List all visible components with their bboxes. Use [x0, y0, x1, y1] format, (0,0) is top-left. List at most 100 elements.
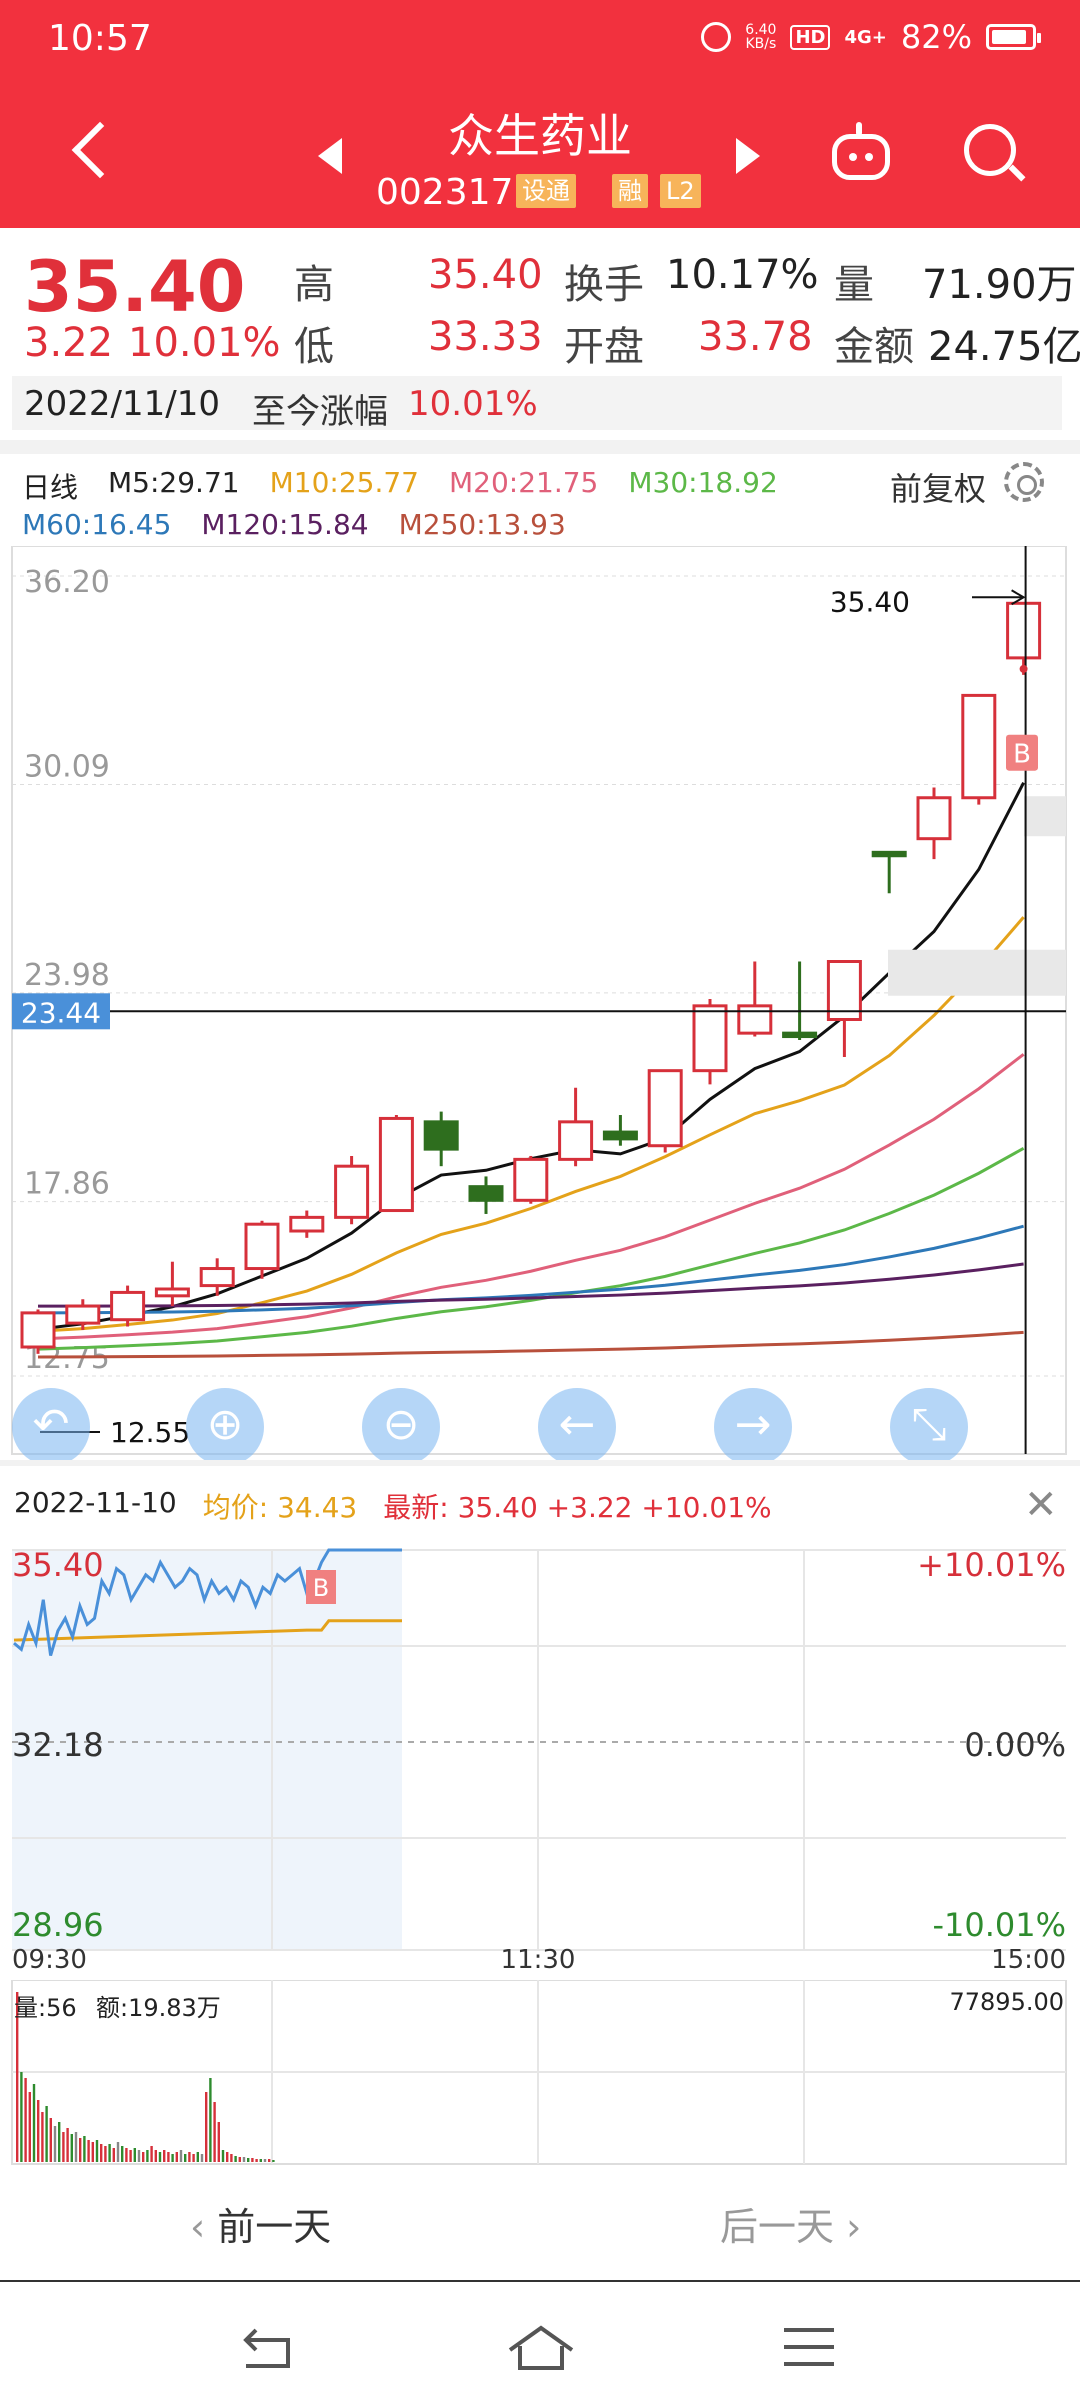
price-change: 3.22 [24, 320, 114, 366]
volume-bars [16, 1992, 275, 2162]
volume-bar [137, 2150, 141, 2162]
volume-bar [91, 2142, 94, 2162]
volume-bar [179, 2150, 183, 2162]
latest-change: +3.22 [546, 1491, 633, 1524]
candle-body [423, 1120, 459, 1151]
volume-bar [259, 2159, 262, 2162]
nav-back-icon[interactable] [234, 2322, 304, 2372]
tag-l2: L2 [660, 174, 701, 208]
candle-body [334, 1164, 370, 1219]
volume-bar [238, 2157, 241, 2162]
scroll-left-button[interactable]: ← [538, 1388, 616, 1466]
expand-button[interactable]: ⤡ [890, 1388, 968, 1466]
max-price-label: 35.40 [830, 585, 910, 618]
volume-bar [175, 2152, 178, 2162]
volume-bar [28, 2092, 31, 2162]
ma-row-1: 日线 M5:29.71 M10:25.77 M20:21.75 M30:18.9… [22, 466, 778, 506]
zoom-out-button[interactable]: ⊖ [362, 1388, 440, 1466]
volume-bar [242, 2157, 246, 2162]
volume-bar [154, 2150, 157, 2162]
intraday-pct-mid: 0.00% [964, 1726, 1066, 1764]
high-label: 高 [294, 262, 334, 308]
next-stock-button[interactable] [736, 138, 760, 174]
robot-assistant-button[interactable] [828, 120, 894, 186]
period-label: 日线 [22, 471, 79, 504]
prev-day-button[interactable]: ‹ 前一天 [190, 2205, 332, 2249]
ma-line [37, 1147, 1025, 1351]
latest-pct: +10.01% [641, 1491, 772, 1524]
next-day-button[interactable]: 后一天 › [720, 2205, 862, 2249]
price-change-pct: 10.01% [128, 320, 281, 366]
status-bar-icons: 6.40 KB/s HD 4G+ 82% [701, 18, 1041, 56]
open-value: 33.78 [698, 314, 813, 360]
avg-value: 34.43 [277, 1491, 358, 1524]
volume-bar [226, 2152, 229, 2162]
candle-body [110, 1290, 146, 1322]
volume-label: 量 [834, 262, 874, 308]
time-end: 15:00 [991, 1945, 1066, 1975]
close-icon[interactable]: ✕ [1024, 1482, 1058, 1528]
volume-bar [188, 2152, 191, 2162]
candle-body [558, 1120, 594, 1161]
search-button[interactable] [964, 124, 1028, 188]
ma-line [37, 1053, 1025, 1341]
kline-y-label: 17.86 [24, 1167, 110, 1202]
chart-divider [0, 1460, 1080, 1466]
max-arrow-head [1011, 589, 1026, 606]
volume-bar [53, 2126, 57, 2162]
quote-panel: 35.40 3.22 10.01% 高 35.40 低 33.33 换手 10.… [0, 228, 1080, 438]
nav-menu-icon[interactable] [774, 2322, 844, 2372]
scroll-right-button[interactable]: → [714, 1388, 792, 1466]
volume-chart: 量:56 额:19.83万 77895.00 [11, 1980, 1067, 2165]
prev-stock-button[interactable] [318, 138, 342, 174]
volume-bar [129, 2150, 132, 2162]
intraday-chart[interactable]: 35.40 32.18 28.96 +10.01% 0.00% -10.01% … [0, 1530, 1080, 1980]
current-price: 35.40 [24, 246, 246, 328]
volume-bar [116, 2142, 120, 2162]
robot-antenna [856, 122, 862, 136]
nav-home-icon[interactable] [506, 2322, 576, 2372]
volume-bar [205, 2092, 208, 2162]
volume-bar [104, 2146, 107, 2162]
kline-y-label: 36.20 [24, 565, 110, 600]
intraday-y-bottom: 28.96 [12, 1906, 104, 1944]
volume-bar [45, 2106, 48, 2162]
since-label: 至今涨幅 [252, 392, 388, 432]
volume-bar [87, 2140, 90, 2162]
amount-value: 24.75亿 [928, 324, 1080, 370]
buy-marker-intraday [306, 1570, 336, 1604]
arrow-right-icon: → [734, 1399, 772, 1450]
volume-bar [255, 2159, 258, 2162]
volume-bar [150, 2146, 153, 2162]
volume-bar [49, 2118, 52, 2162]
candle-body [468, 1185, 504, 1202]
volume-bar [171, 2154, 174, 2162]
ma-line [37, 916, 1025, 1333]
zoom-in-button[interactable]: ⊕ [186, 1388, 264, 1466]
volume-bar [125, 2148, 128, 2162]
candle-body [65, 1304, 101, 1325]
adjust-mode-button[interactable]: 前复权 [890, 470, 987, 508]
volume-bar [32, 2084, 36, 2162]
hd-icon: HD [790, 24, 831, 50]
search-icon [964, 124, 1016, 176]
tag-sgt: 设通 [516, 174, 576, 208]
avg-price-line [13, 1619, 402, 1642]
volume-bar [247, 2158, 250, 2162]
candle-body [289, 1215, 325, 1233]
zoom-out-icon: ⊖ [382, 1399, 420, 1450]
amt-label: 额:19.83万 [96, 1994, 221, 2022]
gear-icon[interactable] [1004, 462, 1044, 502]
volume-bar [58, 2122, 61, 2162]
volume-bar [79, 2138, 82, 2162]
volume-bar [16, 1992, 19, 2162]
alarm-icon [701, 22, 732, 52]
stock-name: 众生药业 [448, 109, 632, 163]
volume-bar [213, 2102, 216, 2162]
candle-body [154, 1287, 190, 1298]
battery-icon [986, 24, 1041, 50]
back-arrow-button[interactable]: ↶ [12, 1388, 90, 1466]
day-nav: ‹ 前一天 后一天 › [0, 2170, 1080, 2280]
ma10: M10:25.77 [269, 466, 419, 499]
